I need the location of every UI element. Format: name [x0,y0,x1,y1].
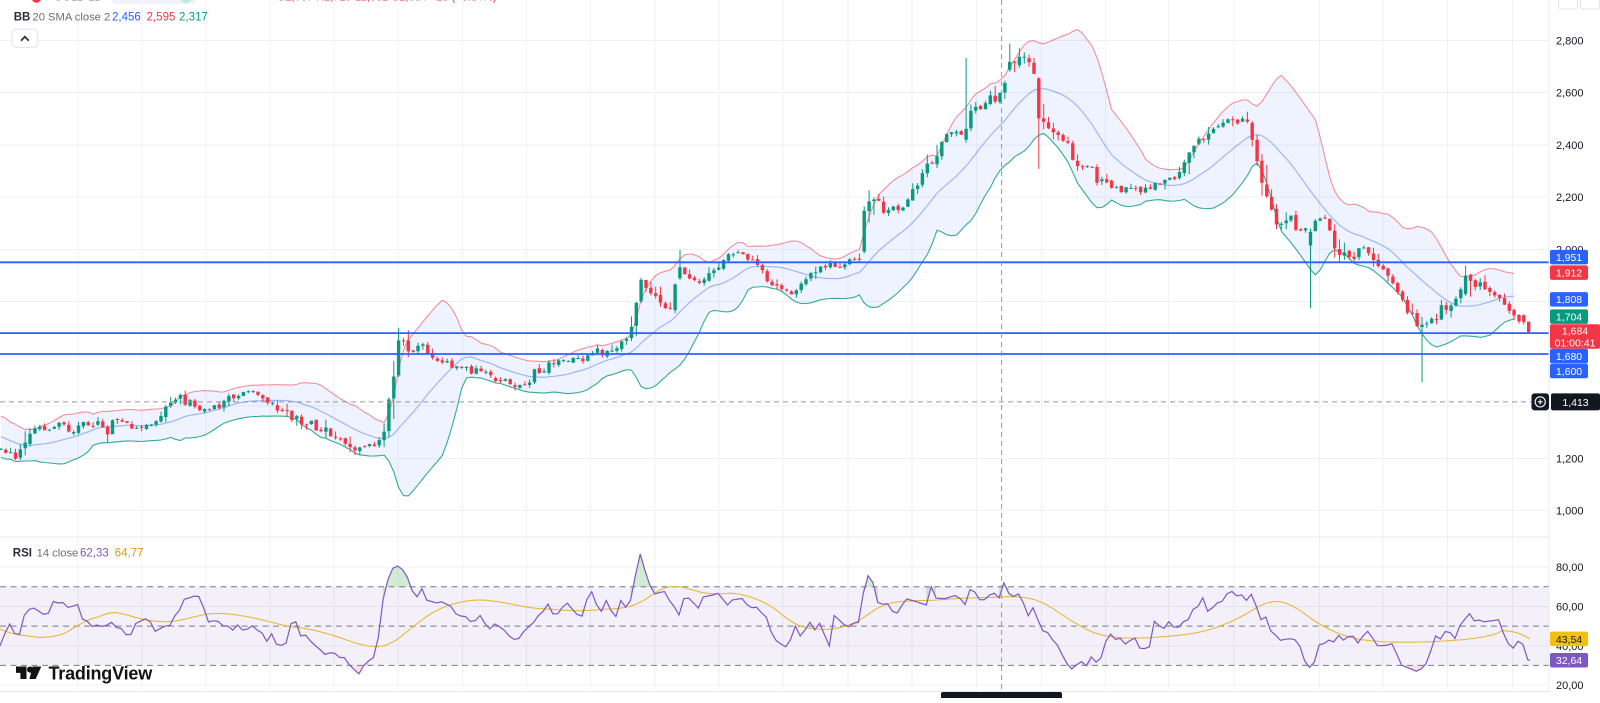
svg-text:BB: BB [14,12,31,24]
svg-text:2,595: 2,595 [147,12,176,24]
svg-text:2,317: 2,317 [179,12,208,24]
svg-text:1,000: 1,000 [1556,506,1584,518]
svg-text:2,600: 2,600 [1556,88,1584,100]
svg-text:43,54: 43,54 [1556,634,1582,646]
svg-text:1,413: 1,413 [1562,397,1588,409]
svg-text:1,951: 1,951 [1556,252,1582,264]
svg-text:O2,707 H2,719 L2,682 C2,684 −2: O2,707 H2,719 L2,682 C2,684 −23 (−0.84%) [277,0,497,4]
svg-text:60,00: 60,00 [1556,601,1584,613]
svg-text:20,00: 20,00 [1556,680,1584,692]
svg-text:1,684: 1,684 [1562,326,1588,338]
svg-text:1,680: 1,680 [1556,351,1582,363]
svg-text:2,200: 2,200 [1556,192,1584,204]
svg-text:1,200: 1,200 [1556,454,1584,466]
svg-text:80,00: 80,00 [1556,562,1584,574]
svg-text:2,400: 2,400 [1556,140,1584,152]
svg-text:2,800: 2,800 [1556,36,1584,48]
svg-text:GOLD 1D: GOLD 1D [54,0,102,4]
svg-text:2,456: 2,456 [112,12,141,24]
svg-text:TradingView: TradingView [49,664,154,684]
svg-text:62,33: 62,33 [80,548,109,560]
svg-text:20 SMA close 2: 20 SMA close 2 [33,12,111,24]
svg-text:1,808: 1,808 [1556,294,1582,306]
svg-text:14 close: 14 close [37,548,79,560]
svg-text:RSI: RSI [13,548,32,560]
svg-text:1,912: 1,912 [1556,268,1582,280]
svg-text:64,77: 64,77 [115,548,144,560]
svg-text:01:00:41: 01:00:41 [1555,337,1596,349]
svg-text:1,600: 1,600 [1556,366,1582,378]
svg-text:1,704: 1,704 [1556,312,1582,324]
svg-text:32,64: 32,64 [1556,655,1582,667]
